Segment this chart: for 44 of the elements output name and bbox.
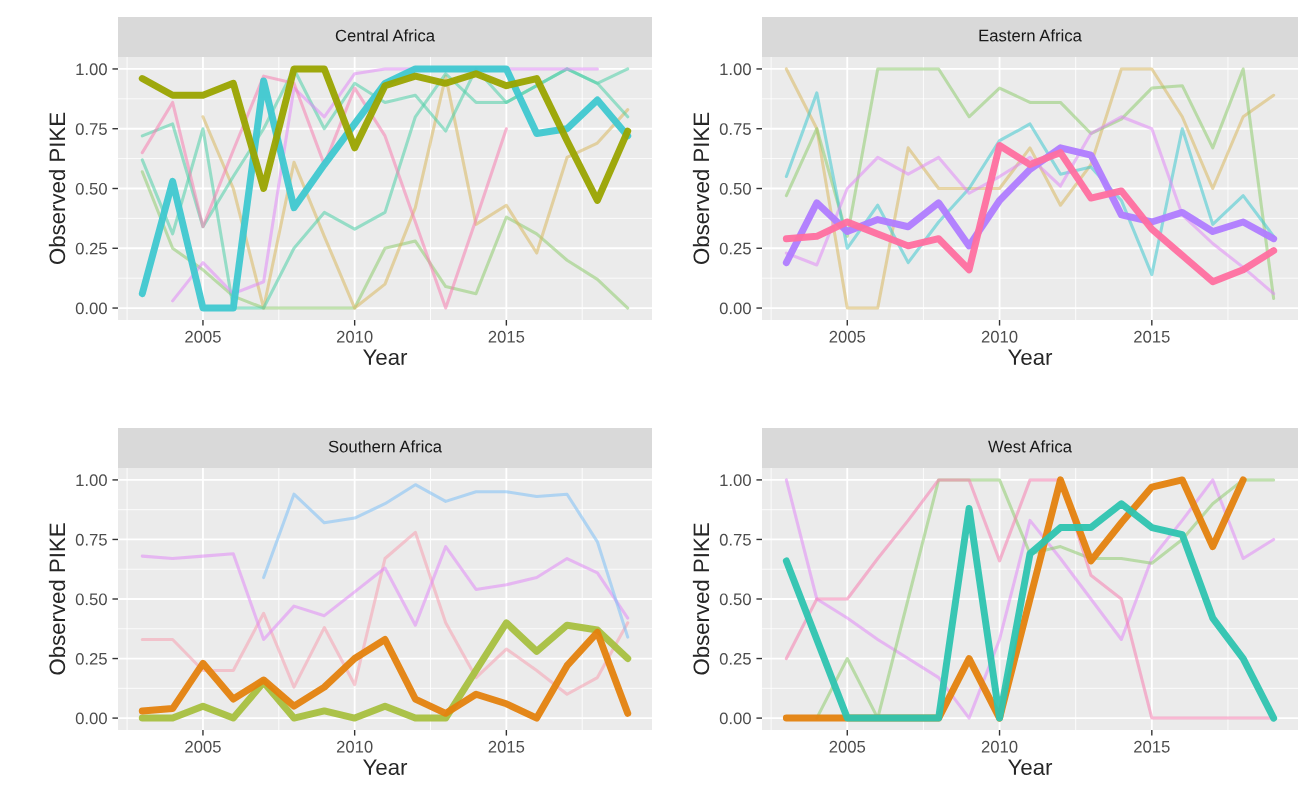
chart-title: West Africa: [988, 440, 1072, 453]
x-tick-label: 2010: [336, 330, 373, 343]
x-tick-label: 2005: [829, 740, 866, 753]
y-tick-label: 0.75: [719, 533, 751, 546]
chart-title: Central Africa: [335, 29, 436, 42]
x-axis-title: Year: [363, 349, 408, 366]
y-tick-label: 1.00: [76, 63, 107, 76]
x-tick-label: 2005: [185, 740, 221, 753]
y-tick-label: 1.00: [720, 63, 751, 76]
x-axis-title: Year: [363, 759, 408, 776]
y-tick-label: 0.75: [719, 123, 751, 135]
y-tick-label: 1.00: [76, 474, 107, 487]
x-tick-label: 2015: [488, 740, 525, 753]
y-tick-label: 0.50: [75, 593, 107, 606]
y-tick-label: 0.75: [75, 533, 107, 546]
x-axis-title: Year: [1008, 349, 1053, 366]
y-tick-label: 0.25: [719, 242, 751, 255]
chart-title: Eastern Africa: [979, 29, 1082, 42]
y-tick-label: 0.00: [75, 302, 107, 315]
x-tick-label: 2015: [1134, 330, 1170, 343]
y-tick-label: 0.25: [75, 242, 107, 255]
y-axis-title: Observed PIKE: [692, 523, 710, 675]
y-tick-label: 0.75: [75, 123, 107, 135]
y-tick-label: 0.50: [719, 593, 751, 606]
y-tick-label: 1.00: [720, 474, 751, 487]
x-tick-label: 2005: [829, 330, 866, 343]
chart-title: Southern Africa: [328, 440, 442, 453]
x-tick-label: 2010: [336, 740, 373, 753]
x-tick-label: 2010: [981, 740, 1018, 753]
x-axis-title: Year: [1008, 759, 1053, 776]
x-tick-label: 2015: [1134, 740, 1170, 753]
y-tick-label: 0.25: [75, 652, 107, 665]
y-tick-label: 0.00: [75, 712, 107, 725]
y-tick-label: 0.50: [719, 182, 751, 195]
x-tick-label: 2010: [981, 330, 1018, 343]
y-tick-label: 0.00: [719, 302, 751, 315]
y-axis-title: Observed PIKE: [48, 523, 66, 675]
y-tick-label: 0.25: [719, 652, 751, 665]
y-axis-title: Observed PIKE: [48, 112, 66, 265]
y-axis-title: Observed PIKE: [692, 112, 710, 265]
x-tick-label: 2005: [185, 330, 221, 343]
y-tick-label: 0.50: [75, 182, 107, 195]
x-tick-label: 2015: [488, 330, 525, 343]
y-tick-label: 0.00: [719, 712, 751, 725]
